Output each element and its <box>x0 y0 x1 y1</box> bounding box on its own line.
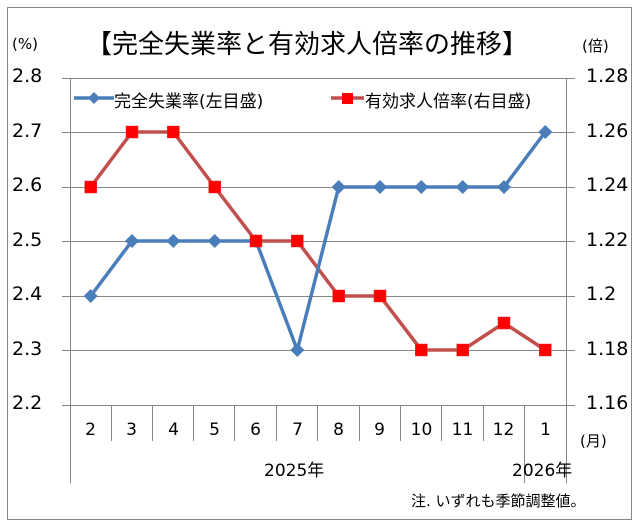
legend-unemployment-icon <box>74 92 114 104</box>
legend-job-ratio-label: 有効求人倍率(右目盛) <box>365 92 532 112</box>
y-right-tick: 1.26 <box>586 120 629 142</box>
x-category: 5 <box>209 420 220 440</box>
legend-unemployment-label: 完全失業率(左目盛) <box>114 92 264 112</box>
y-left-tick: 2.7 <box>12 120 43 142</box>
series-job-ratio-markers <box>84 125 552 357</box>
footnote: 注. いずれも季節調整値。 <box>411 492 586 510</box>
year-label-2026: 2026年 <box>512 461 573 481</box>
chart-frame <box>7 7 632 520</box>
x-category: 6 <box>250 420 261 440</box>
x-category: 1 <box>540 420 551 440</box>
x-category: 7 <box>292 420 303 440</box>
left-axis-unit: (%) <box>12 35 38 53</box>
y-right-tick: 1.24 <box>586 174 629 196</box>
y-right-tick: 1.22 <box>586 229 629 251</box>
y-right-tick: 1.2 <box>586 283 617 305</box>
y-left-tick: 2.4 <box>12 283 43 305</box>
y-right-tick: 1.16 <box>586 392 629 414</box>
x-category: 9 <box>374 420 385 440</box>
y-left-tick: 2.2 <box>12 392 43 414</box>
right-axis-unit: (倍) <box>582 37 609 55</box>
x-axis-unit: (月) <box>580 432 607 450</box>
legend-bg <box>72 86 564 110</box>
x-category: 12 <box>492 420 515 440</box>
x-category: 3 <box>126 420 137 440</box>
y-left-tick: 2.3 <box>12 338 43 360</box>
legend-job-ratio-icon <box>331 93 364 104</box>
chart-title: 【完全失業率と有効求人倍率の推移】 <box>86 30 529 60</box>
x-category: 8 <box>333 420 344 440</box>
x-category: 10 <box>410 420 433 440</box>
y-left-tick: 2.5 <box>12 229 43 251</box>
y-right-tick: 1.18 <box>586 338 629 360</box>
x-category: 4 <box>168 420 179 440</box>
y-left-tick: 2.6 <box>12 174 43 196</box>
x-category: 2 <box>85 420 96 440</box>
x-category: 11 <box>451 420 474 440</box>
axes <box>70 78 567 483</box>
y-left-tick: 2.8 <box>12 65 43 87</box>
year-label-2025: 2025年 <box>264 461 325 481</box>
y-right-tick: 1.28 <box>586 65 629 87</box>
